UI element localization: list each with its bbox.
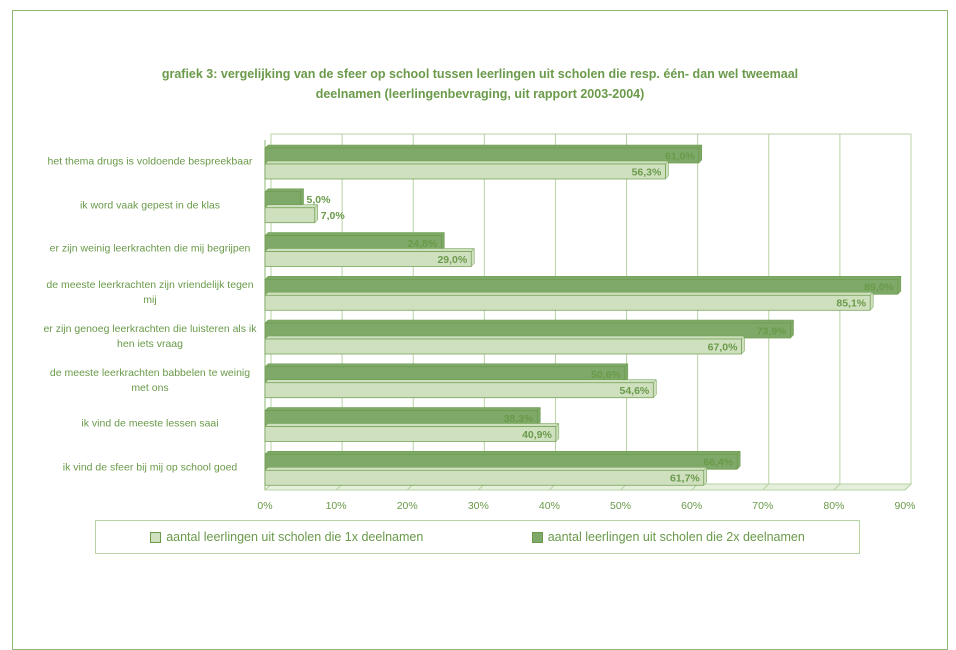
data-label: 67,0% [708,341,738,353]
bar-side [314,204,319,224]
chart-title: grafiek 3: vergelijking van de sfeer op … [161,67,799,101]
category-label: ik vind de meeste lessen saai [81,417,219,430]
bar-side [741,335,745,355]
bar-top [264,292,874,296]
x-tick-label: 0% [257,500,272,512]
tick-mark [904,483,912,491]
data-label: 5,0% [307,194,332,206]
x-tick-label: 20% [397,500,418,512]
bar-side [653,379,657,399]
x-tick-label: 40% [539,500,560,512]
bar-top [264,232,445,236]
x-tick-label: 60% [681,500,702,512]
tick-mark [762,483,770,491]
bar-side [897,275,902,295]
x-tick-label: 90% [894,500,915,512]
bar-side [300,188,304,208]
legend-item: aantal leerlingen uit scholen die 2x dee… [531,530,805,544]
bar-top [264,276,902,280]
page: grafiek 3: vergelijking van de sfeer op … [12,10,948,650]
bar [264,294,871,311]
data-label: 50,6% [591,369,621,381]
bar-top [264,423,560,427]
category-label: er zijn weinig leerkrachten die mij begr… [49,242,251,255]
bar-top [264,319,795,324]
bar-top [264,363,629,367]
data-label: 61,7% [670,473,700,485]
bar-top [264,379,657,383]
x-tick-label: 10% [326,500,347,512]
legend-label: aantal leerlingen uit scholen die 1x dee… [166,530,424,544]
x-tick-label: 50% [610,500,631,512]
bar-side [703,466,708,486]
bar-top [264,335,746,340]
bar-side [555,422,560,443]
bar-side [441,231,445,252]
bar [264,469,705,486]
bar [264,382,654,399]
category-label: de meeste leerkrachten babbelen te weini… [49,366,251,394]
data-label: 85,1% [836,298,866,310]
category-label: ik vind de sfeer bij mij op school goed [62,461,238,474]
data-label: 89,0% [864,282,894,294]
chart: 0% 10% 20% 30% 40% 50% 60% 70% 80% 90% 61,0%56,3% 5… [257,133,916,512]
data-label: 29,0% [437,254,467,266]
bar-side [698,144,703,164]
bar [264,426,557,442]
bar [264,251,472,267]
bar [264,207,316,224]
legend-swatch [531,532,543,544]
bar-top [264,451,741,455]
x-tick-label: 70% [752,500,773,512]
tick-mark [833,483,841,491]
bar-side [665,160,669,180]
bar-top [264,204,319,208]
x-tick-label: 30% [468,500,489,512]
bar [264,163,666,180]
category-label: er zijn genoeg leerkrachten die luistere… [43,322,257,350]
data-label: 40,9% [522,429,552,441]
data-label: 38,3% [504,413,534,425]
category-label: het thema drugs is voldoende bespreekbaa… [47,155,253,168]
legend-label: aantal leerlingen uit scholen die 2x dee… [547,530,805,544]
legend: aantal leerlingen uit scholen die 1x dee… [95,520,860,554]
bar-side [869,291,874,311]
data-label: 61,0% [665,150,695,162]
bar-side [790,319,794,339]
legend-swatch [150,532,162,544]
bar-side [537,406,541,427]
bar-side [470,247,475,268]
category-label: de meeste leerkrachten zijn vriendelijk … [46,279,254,307]
bar-top [264,160,669,165]
data-label: 54,6% [619,385,649,397]
bar [264,338,742,355]
legend-item: aantal leerlingen uit scholen die 1x dee… [150,530,423,544]
bar-side [736,450,741,470]
bar-top [264,407,541,411]
bar-top [264,188,305,192]
data-label: 7,0% [321,210,346,222]
data-label: 73,9% [757,325,787,337]
data-label: 66,4% [703,457,733,469]
data-label: 56,3% [632,166,662,178]
x-tick-label: 80% [823,500,844,512]
bar-top [264,467,708,471]
bar-side [624,363,629,383]
data-label: 24,8% [408,238,438,250]
category-label: ik word vaak gepest in de klas [79,199,221,212]
bar-top [264,248,475,252]
bar-top [264,144,703,149]
